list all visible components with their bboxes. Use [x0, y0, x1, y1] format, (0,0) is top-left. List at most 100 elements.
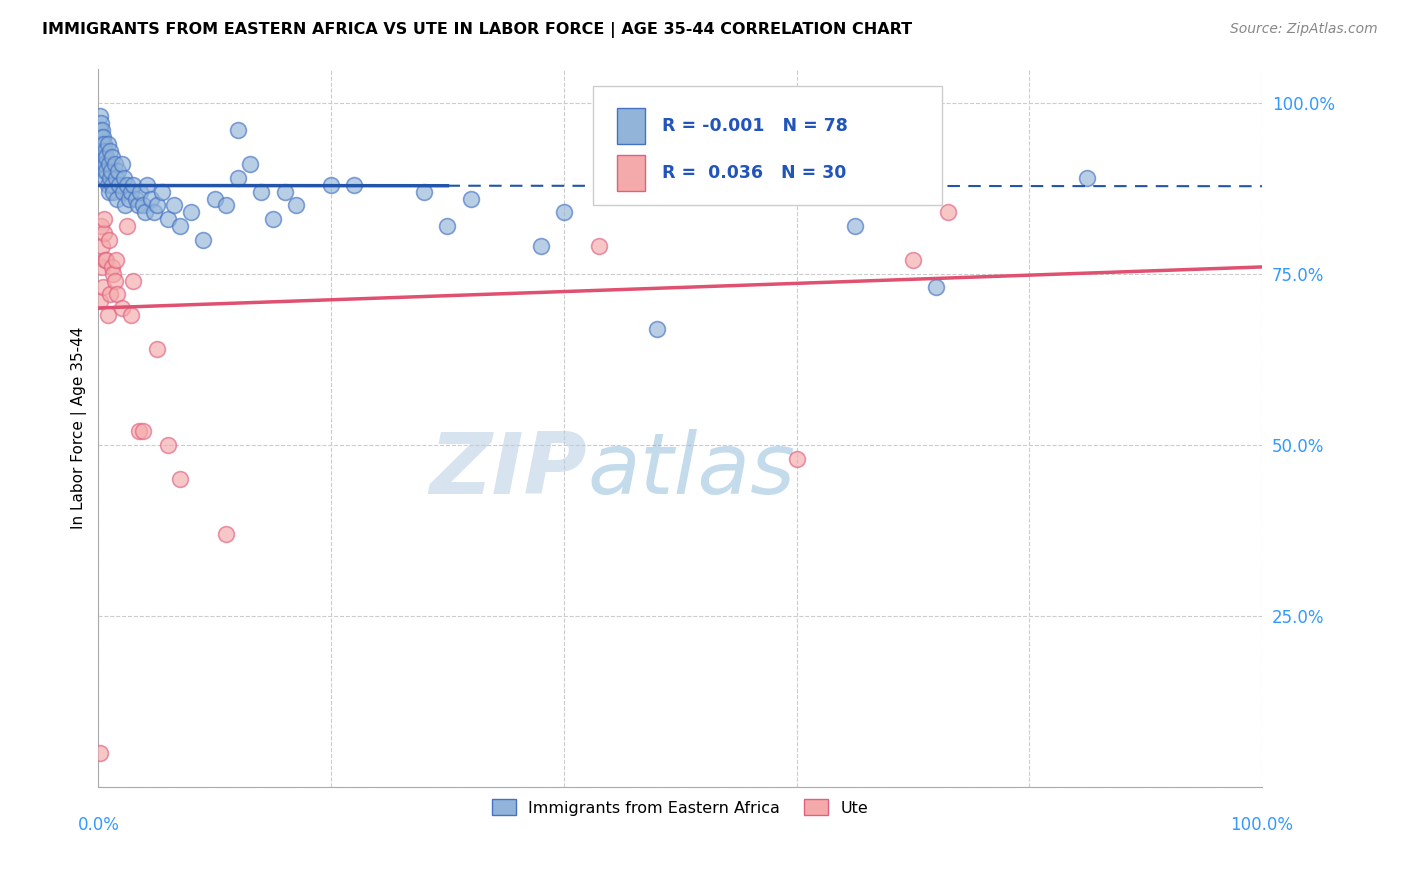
Point — [104, 171, 127, 186]
Legend: Immigrants from Eastern Africa, Ute: Immigrants from Eastern Africa, Ute — [485, 793, 875, 822]
Point — [163, 198, 186, 212]
Point — [122, 178, 145, 192]
Point — [107, 164, 129, 178]
Point — [139, 192, 162, 206]
Point — [120, 308, 142, 322]
Point — [131, 424, 153, 438]
Point — [180, 205, 202, 219]
Point — [90, 116, 112, 130]
Point — [105, 287, 128, 301]
Point — [117, 192, 139, 206]
Point — [98, 171, 121, 186]
Point — [89, 746, 111, 760]
Point — [96, 164, 118, 178]
Point — [129, 185, 152, 199]
Point — [90, 151, 112, 165]
Point — [114, 198, 136, 212]
Point — [98, 287, 121, 301]
Text: #C8DCF0: #C8DCF0 — [681, 470, 686, 471]
Text: IMMIGRANTS FROM EASTERN AFRICA VS UTE IN LABOR FORCE | AGE 35-44 CORRELATION CHA: IMMIGRANTS FROM EASTERN AFRICA VS UTE IN… — [42, 22, 912, 38]
Point — [90, 136, 112, 151]
Point — [104, 157, 127, 171]
Point — [436, 219, 458, 233]
Point — [529, 239, 551, 253]
Point — [96, 151, 118, 165]
Point — [145, 342, 167, 356]
Point — [157, 438, 180, 452]
Point — [117, 219, 139, 233]
Point — [122, 274, 145, 288]
Point — [111, 301, 134, 315]
Text: 100.0%: 100.0% — [1230, 815, 1294, 834]
Point — [215, 526, 238, 541]
Point — [97, 178, 120, 192]
Point — [93, 212, 115, 227]
Point — [94, 144, 117, 158]
Point — [117, 178, 139, 192]
Point — [91, 157, 114, 171]
Point — [103, 185, 125, 199]
FancyBboxPatch shape — [593, 87, 942, 205]
Point — [204, 192, 226, 206]
Point — [250, 185, 273, 199]
Point — [97, 136, 120, 151]
Point — [101, 151, 124, 165]
Point — [90, 144, 112, 158]
Point — [90, 239, 112, 253]
Point — [93, 164, 115, 178]
Text: 0.0%: 0.0% — [77, 815, 120, 834]
Point — [157, 212, 180, 227]
Point — [1076, 171, 1098, 186]
Point — [97, 185, 120, 199]
Point — [553, 205, 575, 219]
Point — [90, 130, 112, 145]
Point — [343, 178, 366, 192]
Point — [460, 192, 482, 206]
Point — [97, 308, 120, 322]
Point — [136, 178, 159, 192]
Point — [844, 219, 866, 233]
Point — [319, 178, 342, 192]
Point — [94, 171, 117, 186]
Point — [901, 253, 924, 268]
Point — [93, 151, 115, 165]
Point — [131, 198, 153, 212]
Point — [105, 192, 128, 206]
Point — [150, 185, 173, 199]
Point — [120, 185, 142, 199]
Y-axis label: In Labor Force | Age 35-44: In Labor Force | Age 35-44 — [72, 326, 87, 529]
Point — [128, 424, 150, 438]
Text: Source: ZipAtlas.com: Source: ZipAtlas.com — [1230, 22, 1378, 37]
Point — [645, 321, 668, 335]
Point — [145, 198, 167, 212]
Point — [104, 274, 127, 288]
Point — [91, 280, 114, 294]
Point — [90, 260, 112, 274]
Point — [588, 239, 610, 253]
FancyBboxPatch shape — [617, 108, 645, 144]
Point — [94, 157, 117, 171]
Point — [89, 123, 111, 137]
Point — [104, 253, 127, 268]
Point — [169, 472, 191, 486]
Point — [239, 157, 262, 171]
Point — [97, 233, 120, 247]
Point — [273, 185, 295, 199]
FancyBboxPatch shape — [617, 154, 645, 191]
Point — [89, 294, 111, 309]
Point — [101, 178, 124, 192]
Point — [91, 144, 114, 158]
Point — [936, 205, 959, 219]
Point — [226, 171, 249, 186]
Point — [90, 123, 112, 137]
Text: ZIP: ZIP — [429, 429, 588, 512]
Point — [96, 253, 118, 268]
Point — [124, 192, 146, 206]
Point — [93, 136, 115, 151]
Point — [169, 219, 191, 233]
Point — [91, 130, 114, 145]
Point — [191, 233, 214, 247]
Point — [226, 123, 249, 137]
Point — [111, 157, 134, 171]
Point — [108, 178, 131, 192]
